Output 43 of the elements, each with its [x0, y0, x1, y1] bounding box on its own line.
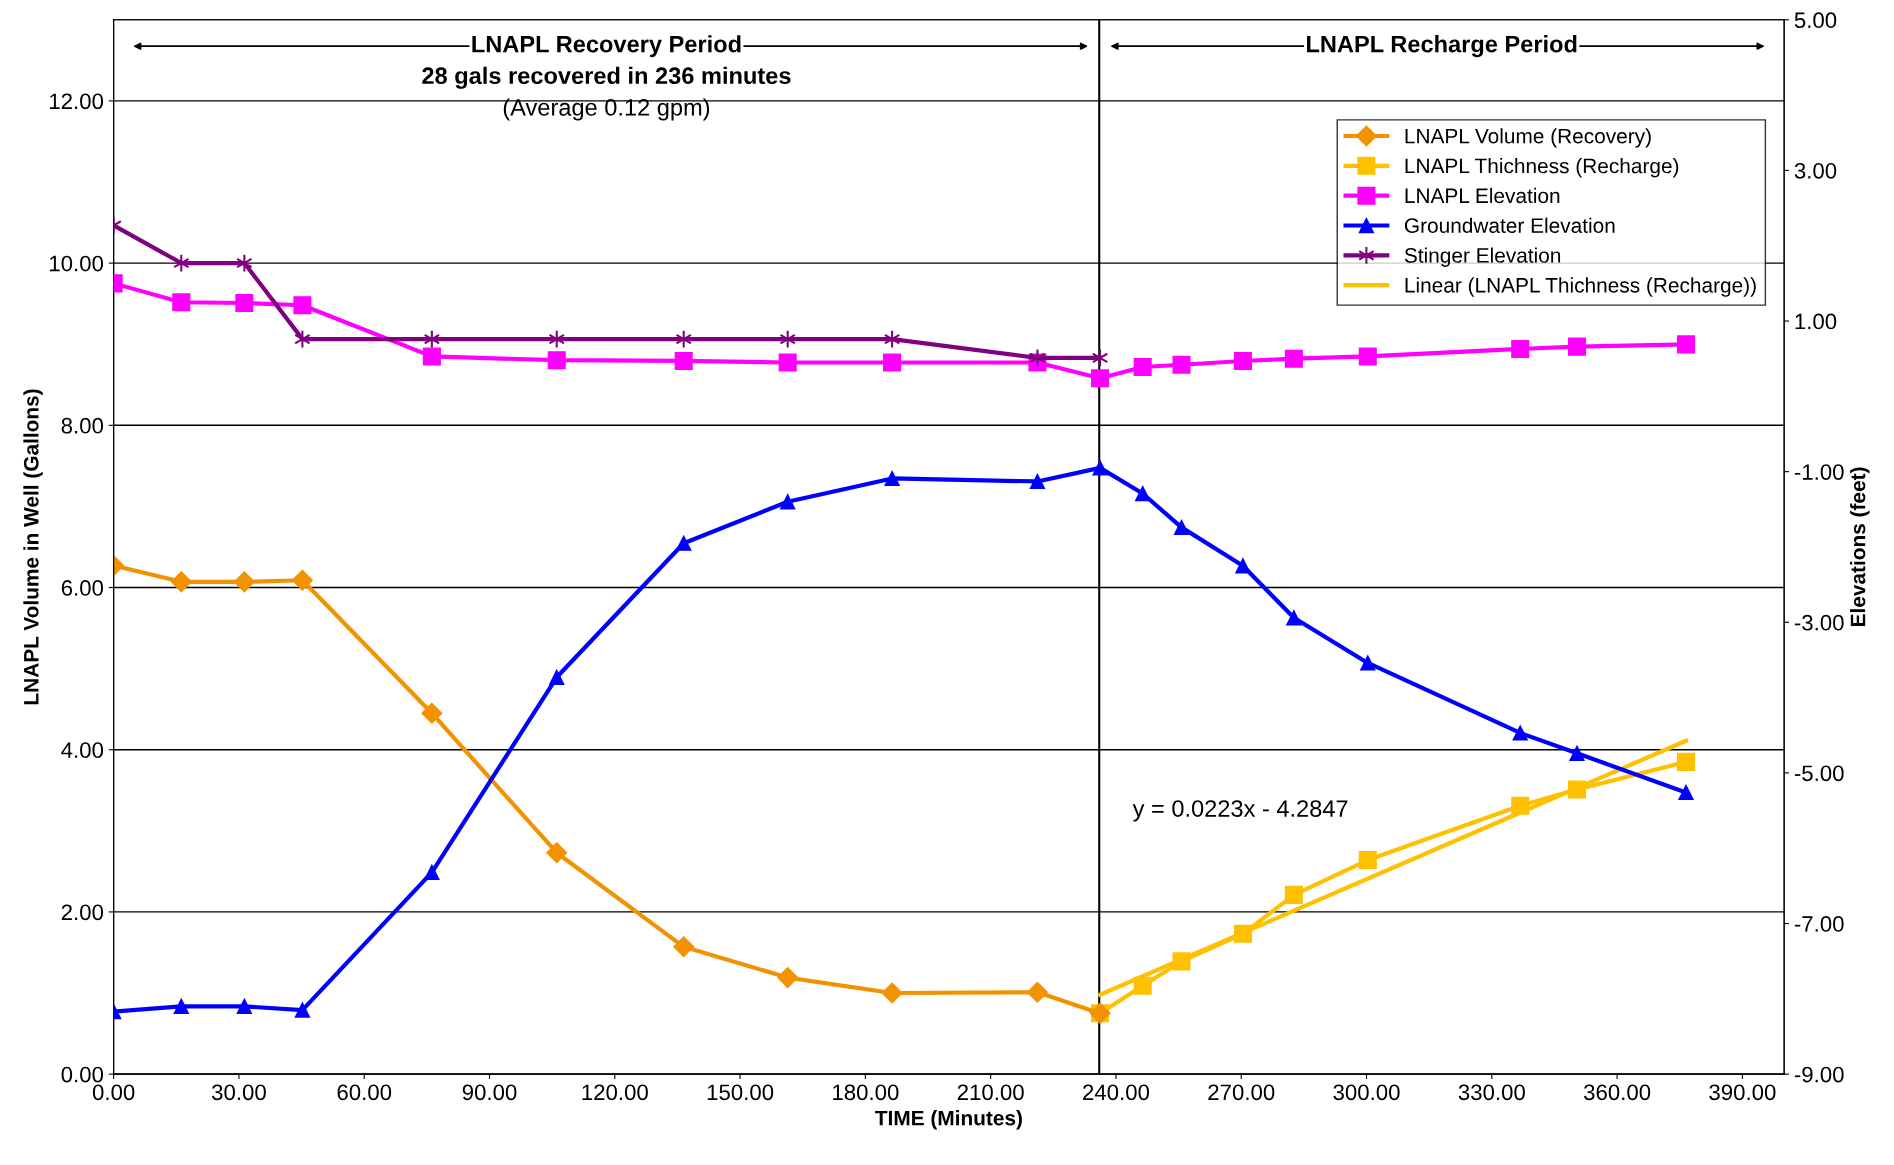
- y2-tick-label: -3.00: [1794, 614, 1844, 631]
- annotation: LNAPL Recovery Period: [472, 35, 741, 58]
- y2-tick-label: -7.00: [1794, 916, 1844, 932]
- annotation: 28 gals recovered in 236 minutes: [422, 66, 791, 89]
- y-axis-title: LNAPL Volume in Well (Gallons): [23, 389, 43, 705]
- x-tick-label: 60.00: [337, 1084, 392, 1101]
- x-tick-label: 300.00: [1333, 1084, 1400, 1101]
- y2-tick-label: 3.00: [1794, 162, 1837, 179]
- legend-label: Linear (LNAPL Thichness (Recharge)): [1405, 277, 1756, 297]
- x-tick-label: 270.00: [1208, 1084, 1275, 1101]
- legend-label: LNAPL Thichness (Recharge): [1405, 158, 1679, 178]
- x-tick-label: 390.00: [1709, 1084, 1776, 1101]
- x-tick-label: 240.00: [1083, 1084, 1150, 1101]
- legend-label: Groundwater Elevation: [1404, 217, 1615, 233]
- legend-label: LNAPL Volume (Recovery): [1405, 128, 1651, 148]
- y2-tick-label: 5.00: [1794, 12, 1837, 29]
- x-tick-label: 330.00: [1458, 1084, 1525, 1101]
- y2-tick-label: -5.00: [1794, 765, 1844, 782]
- x-tick-label: 120.00: [582, 1084, 648, 1101]
- y-tick-label: 0.00: [61, 1066, 104, 1083]
- x-tick-label: 150.00: [707, 1084, 774, 1101]
- x-tick-label: 180.00: [833, 1084, 899, 1101]
- y2-tick-label: -1.00: [1794, 464, 1844, 480]
- annotation: y = 0.0223x - 4.2847: [1132, 800, 1348, 822]
- x-tick-label: 30.00: [211, 1084, 266, 1101]
- y-tick-label: 2.00: [61, 904, 104, 921]
- y-tick-label: 6.00: [61, 580, 104, 596]
- x-tick-label: 0.00: [92, 1084, 135, 1101]
- x-tick-label: 360.00: [1583, 1084, 1651, 1101]
- y2-tick-label: 1.00: [1795, 313, 1837, 330]
- x-tick-label: 90.00: [462, 1084, 517, 1101]
- y2-tick-label: -9.00: [1794, 1066, 1844, 1083]
- annotation: LNAPL Recharge Period: [1307, 35, 1577, 58]
- y-tick-label: 10.00: [50, 255, 104, 272]
- y-tick-label: 12.00: [50, 93, 104, 110]
- annotation: (Average 0.12 gpm): [503, 98, 710, 121]
- y-tick-label: 8.00: [61, 417, 104, 434]
- y-tick-label: 4.00: [61, 742, 104, 758]
- y2-axis-title: Elevations (feet): [1850, 467, 1870, 627]
- x-axis-title: TIME (Minutes): [875, 1110, 1022, 1130]
- x-tick-label: 210.00: [957, 1084, 1024, 1101]
- legend-label: LNAPL Elevation: [1405, 187, 1560, 204]
- legend-label: Stinger Elevation: [1404, 247, 1561, 267]
